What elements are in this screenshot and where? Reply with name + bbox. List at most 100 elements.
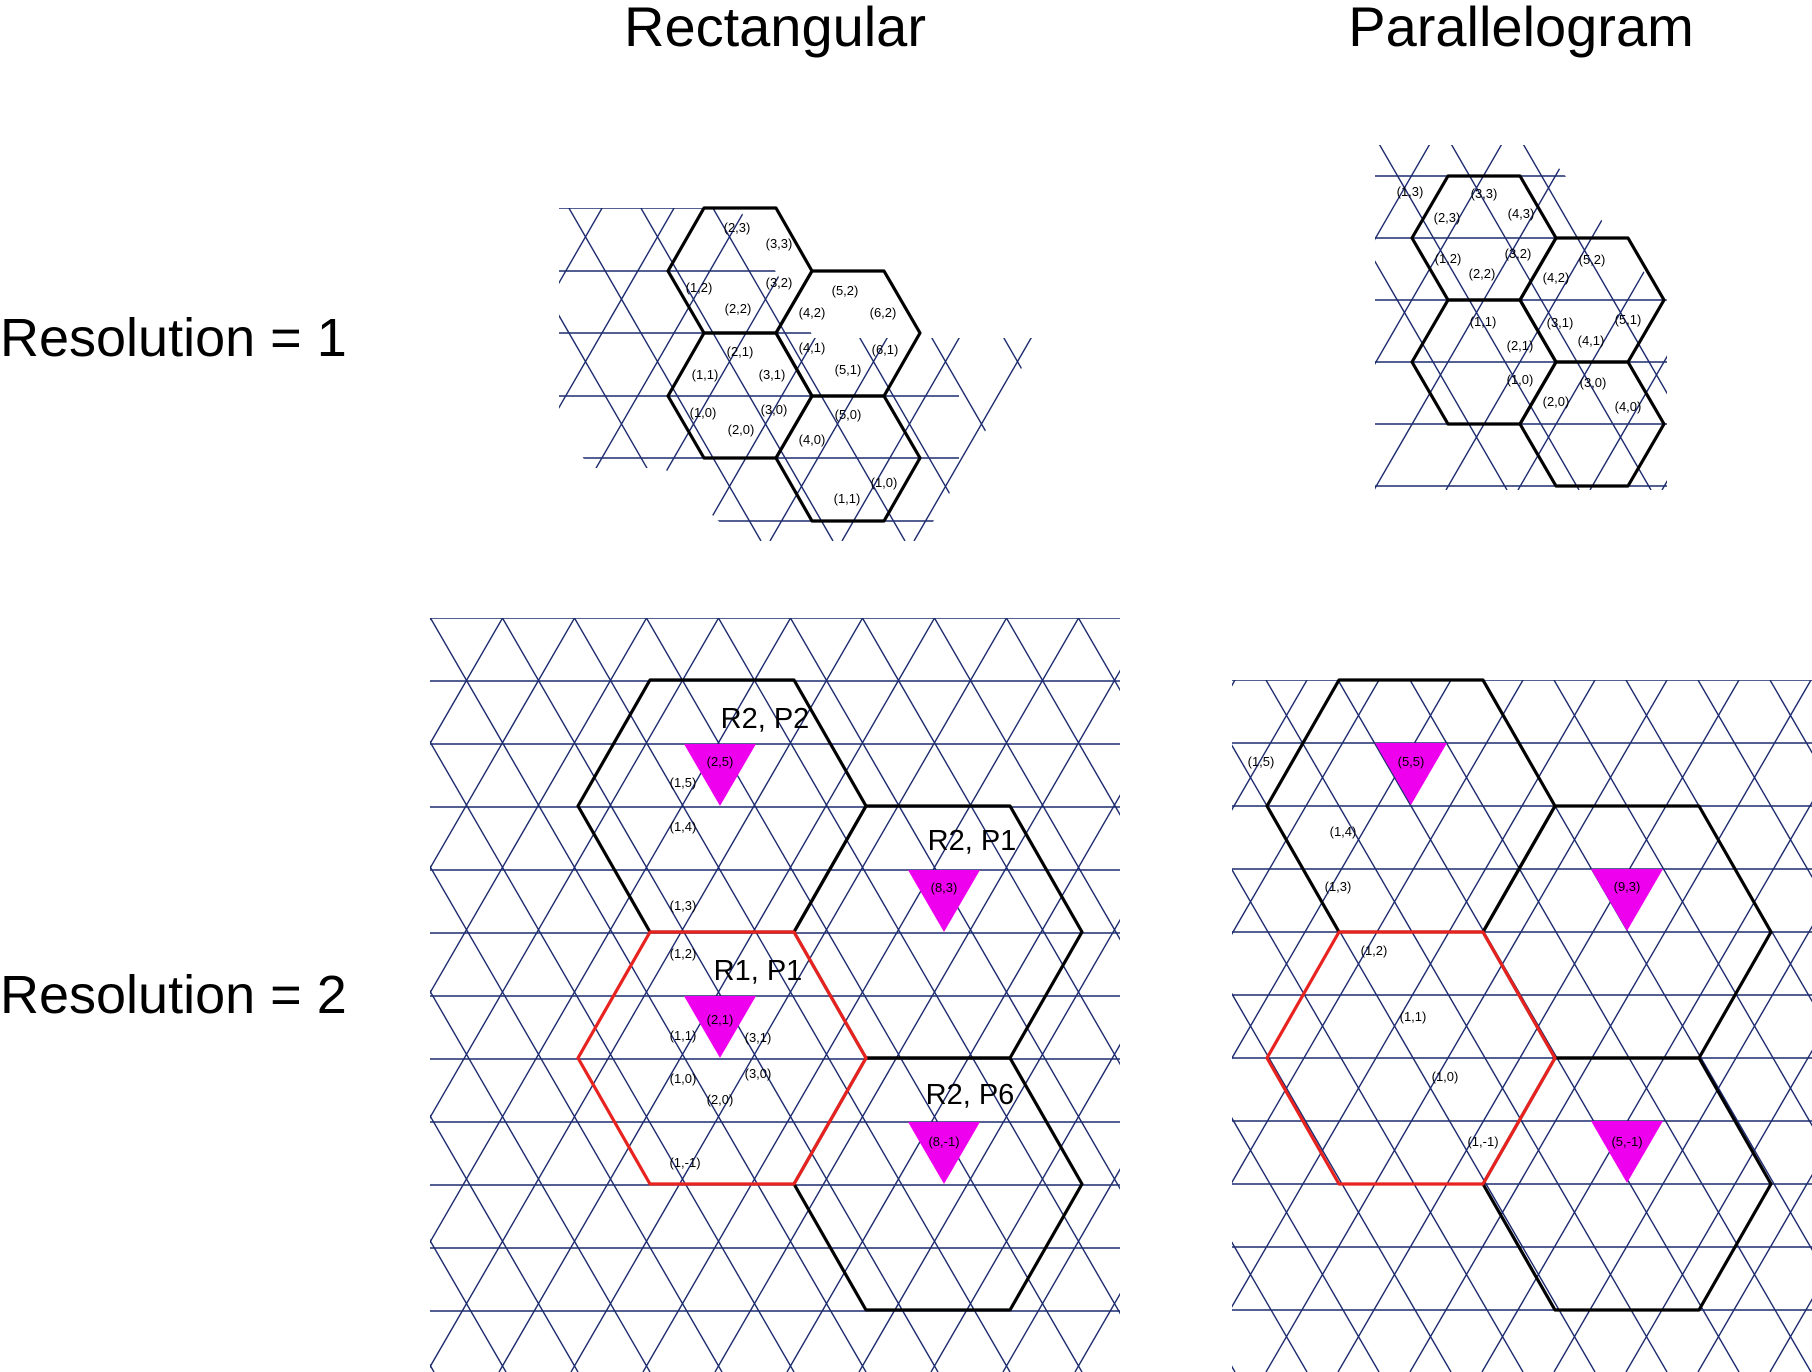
coordinate-label: (4,0) (1615, 399, 1642, 414)
highlight-label: (5,5) (1398, 754, 1425, 769)
coordinate-label: (1,-1) (1467, 1134, 1498, 1149)
highlight-triangle (684, 744, 756, 806)
panel-parallelogram-resolution-1: (1,3) (2,3) (3,3) (4,3) (1,2) (2,2) (3,2… (1375, 145, 1667, 490)
heading-rectangular: Rectangular (624, 0, 926, 58)
coordinate-label: (3,3) (1471, 186, 1498, 201)
hexagon-outline (1518, 360, 1666, 488)
panel-rectangular-resolution-1: (2,3) (3,3) (1,2) (2,2) (3,2) (4,2) (5,2… (559, 206, 1039, 541)
coordinate-labels: (2,3) (3,3) (1,2) (2,2) (3,2) (4,2) (5,2… (686, 220, 899, 506)
coordinate-label: (5,1) (835, 362, 862, 377)
coordinate-label: (3,2) (1505, 246, 1532, 261)
coordinate-label: (4,2) (1543, 270, 1570, 285)
highlight-label: (5,-1) (1611, 1134, 1642, 1149)
coordinate-label: (3,1) (1547, 315, 1574, 330)
hexagon-outlines (1410, 174, 1666, 488)
coordinate-label: (5,2) (832, 283, 859, 298)
highlight-label: (2,5) (707, 754, 734, 769)
coordinate-label: (6,1) (872, 342, 899, 357)
highlight-label: (8,3) (931, 880, 958, 895)
triangle-grid (430, 618, 1120, 1372)
coordinate-label: (1,-1) (669, 1155, 700, 1170)
coordinate-label: (1,0) (1432, 1069, 1459, 1084)
region-label: R1, P1 (714, 955, 803, 987)
region-label: R2, P6 (926, 1079, 1015, 1111)
red-hexagon-outline (576, 930, 868, 1186)
coordinate-label: (3,0) (745, 1066, 772, 1081)
panel-rectangular-resolution-2: R2, P2 R2, P1 R1, P1 R2, P6 (2,5) (8,3) … (430, 618, 1120, 1372)
coordinate-label: (5,2) (1579, 252, 1606, 267)
coordinate-label: (4,1) (799, 340, 826, 355)
coordinate-label: (1,1) (692, 367, 719, 382)
highlight-label: (2,1) (707, 1012, 734, 1027)
highlight-labels: (2,5) (8,3) (2,1) (8,-1) (707, 754, 960, 1149)
region-label: R2, P1 (928, 825, 1017, 857)
coordinate-label: (1,2) (670, 946, 697, 961)
coordinate-label: (1,3) (670, 898, 697, 913)
coordinate-label: (4,0) (799, 432, 826, 447)
coordinate-label: (1,0) (1507, 372, 1534, 387)
coordinate-label: (1,1) (834, 491, 861, 506)
coordinate-label: (1,4) (1330, 824, 1357, 839)
heading-parallelogram: Parallelogram (1348, 0, 1694, 58)
coordinate-label: (1,3) (1325, 879, 1352, 894)
coordinate-label: (1,2) (1435, 251, 1462, 266)
coordinate-label: (6,2) (870, 305, 897, 320)
coordinate-label: (2,2) (1469, 266, 1496, 281)
coordinate-label: (3,2) (766, 275, 793, 290)
coordinate-label: (1,0) (871, 475, 898, 490)
coordinate-label: (2,0) (728, 422, 755, 437)
highlight-triangle (1591, 869, 1663, 931)
highlight-label: (8,-1) (928, 1134, 959, 1149)
highlight-triangles (1375, 743, 1663, 1183)
coordinate-label: (2,0) (1543, 394, 1570, 409)
coordinate-label: (1,1) (1400, 1009, 1427, 1024)
coordinate-label: (3,3) (766, 236, 793, 251)
coordinate-label: (5,0) (835, 407, 862, 422)
coordinate-label: (5,1) (1615, 312, 1642, 327)
coordinate-label: (1,5) (1248, 754, 1275, 769)
coordinate-label: (3,0) (761, 402, 788, 417)
highlight-triangles (684, 744, 980, 1184)
coordinate-label: (1,1) (1470, 314, 1497, 329)
triangle-grid (1232, 680, 1812, 1372)
coordinate-label: (3,0) (1580, 375, 1607, 390)
highlight-triangle (1591, 1121, 1663, 1183)
highlight-label: (9,3) (1614, 879, 1641, 894)
highlight-triangle (908, 870, 980, 932)
highlight-triangle (1375, 743, 1447, 805)
hexagon-outlines (666, 206, 922, 523)
coordinate-label: (3,1) (745, 1030, 772, 1045)
coordinate-label: (1,4) (670, 819, 697, 834)
coordinate-label: (3,1) (759, 367, 786, 382)
coordinate-label: (1,0) (690, 405, 717, 420)
coordinate-label: (2,0) (707, 1092, 734, 1107)
coordinate-label: (2,3) (1434, 210, 1461, 225)
red-hexagon-outline (1265, 930, 1557, 1186)
highlight-triangle (684, 996, 756, 1058)
coordinate-label: (1,0) (670, 1071, 697, 1086)
row-label-resolution-2: Resolution = 2 (0, 965, 347, 1025)
coordinate-label: (1,2) (1361, 943, 1388, 958)
coordinate-label: (1,1) (670, 1028, 697, 1043)
region-label: R2, P2 (721, 703, 810, 735)
coordinate-labels: (1,3) (2,3) (3,3) (4,3) (1,2) (2,2) (3,2… (1397, 184, 1642, 414)
coordinate-label: (2,1) (1507, 338, 1534, 353)
highlight-triangle (908, 1122, 980, 1184)
coordinate-label: (1,2) (686, 280, 713, 295)
coordinate-label: (2,1) (727, 344, 754, 359)
highlight-labels: (5,5) (9,3) (5,-1) (1398, 754, 1643, 1149)
coordinate-labels: (1,5) (1,4) (1,3) (1,2) (1,1) (3,1) (1,0… (669, 775, 771, 1170)
coordinate-label: (4,1) (1578, 333, 1605, 348)
coordinate-label: (1,3) (1397, 184, 1424, 199)
row-label-resolution-1: Resolution = 1 (0, 308, 347, 368)
hexagon-outline (774, 394, 922, 523)
coordinate-label: (4,3) (1508, 206, 1535, 221)
coordinate-labels: (1,5) (1,4) (1,3) (1,2) (1,1) (1,0) (1,-… (1248, 754, 1499, 1149)
coordinate-label: (4,2) (799, 305, 826, 320)
panel-parallelogram-resolution-2: (5,5) (9,3) (5,-1) (1,5) (1,4) (1,3) (1,… (1232, 678, 1812, 1372)
region-labels: R2, P2 R2, P1 R1, P1 R2, P6 (714, 703, 1017, 1111)
coordinate-label: (2,2) (725, 301, 752, 316)
coordinate-label: (2,3) (724, 220, 751, 235)
coordinate-label: (1,5) (670, 775, 697, 790)
